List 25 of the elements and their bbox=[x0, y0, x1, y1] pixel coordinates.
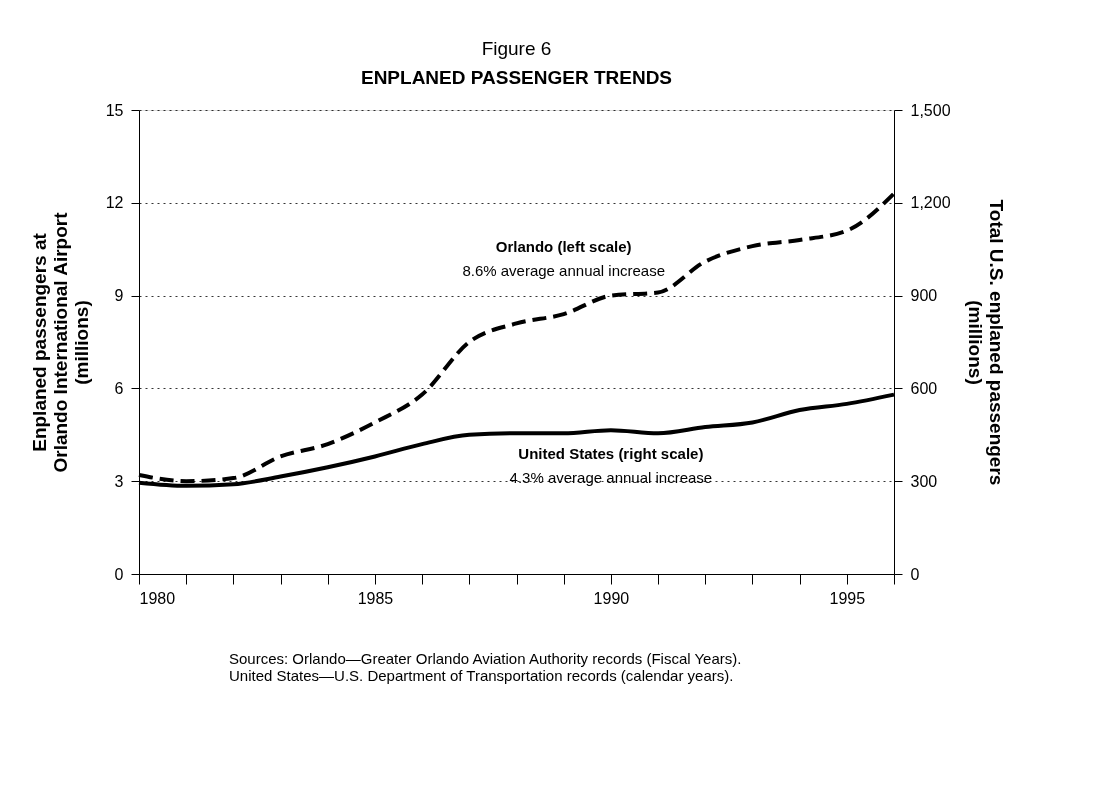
y2-axis-title: Total U.S. enplaned passengers (millions) bbox=[964, 199, 1007, 486]
x-tick-label: 1990 bbox=[593, 589, 630, 607]
y-tick-label: 6 bbox=[114, 379, 124, 397]
y-tick-label: 12 bbox=[105, 194, 124, 212]
y2-tick-label: 900 bbox=[910, 287, 938, 305]
x-tick-label: 1980 bbox=[139, 589, 176, 607]
x-tick-label: 1995 bbox=[829, 589, 866, 607]
y2-tick-label: 0 bbox=[910, 565, 920, 583]
x-tick-label: 1985 bbox=[357, 589, 394, 607]
text: Orlando (left scale) bbox=[495, 238, 632, 256]
source-note: Sources: Orlando—Greater Orlando Aviation Authority records (Fiscal Years). United States—U.S. Department of Transportation records (calendar years). bbox=[229, 650, 742, 684]
series-label: United States (right scale) bbox=[518, 444, 704, 462]
y2-tick-label: 300 bbox=[910, 472, 938, 490]
y-tick-label: 3 bbox=[114, 472, 124, 490]
y-tick-label: 9 bbox=[114, 287, 124, 305]
y-tick-label: 15 bbox=[105, 101, 124, 119]
annotation: 8.6% average annual increase bbox=[462, 262, 666, 280]
y-tick-label: 0 bbox=[114, 565, 124, 583]
chart-title: Figure 6 bbox=[481, 38, 552, 59]
y-axis-title: Enplaned passengers at Orlando International Airport (millions) bbox=[28, 211, 92, 473]
y2-tick-label: 600 bbox=[910, 379, 938, 397]
y2-tick-label: 1,200 bbox=[910, 194, 951, 212]
annotation: 4.3% average annual increase bbox=[509, 468, 713, 486]
chart-subtitle: ENPLANED PASSENGER TRENDS bbox=[360, 67, 673, 88]
y2-tick-label: 1,500 bbox=[910, 101, 951, 119]
